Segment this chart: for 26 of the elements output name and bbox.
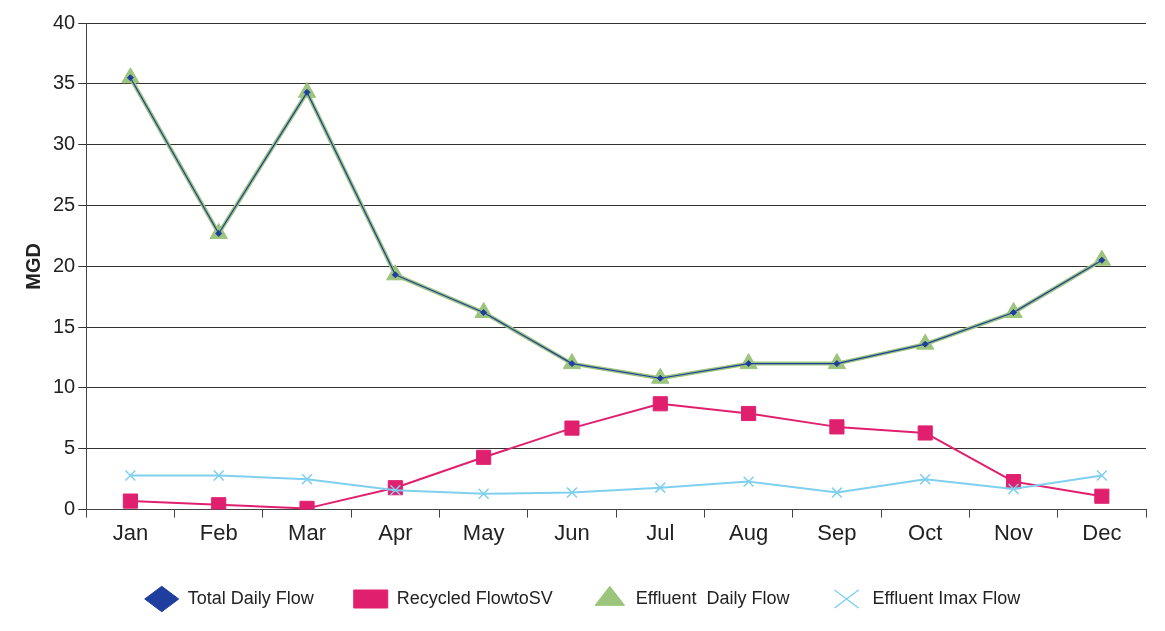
x-tick-label: Mar	[288, 519, 326, 545]
x-tick-label: Jun	[554, 519, 590, 545]
x-tick-label: May	[462, 519, 505, 545]
x-tick-label: Nov	[993, 519, 1034, 545]
legend-label: Recycled FlowtoSV	[396, 587, 553, 608]
y-tick-label: 25	[53, 192, 76, 215]
y-tick-label: 0	[64, 497, 76, 520]
legend-label: Effluent Daily Flow	[635, 587, 791, 608]
y-tick-label: 30	[53, 132, 76, 155]
y-tick-label: 40	[53, 10, 76, 33]
x-tick-label: Feb	[199, 519, 238, 545]
x-tick-label: Apr	[378, 519, 413, 545]
x-tick-label: Sep	[817, 519, 857, 545]
x-tick-label: Aug	[729, 519, 769, 545]
x-tick-label: Oct	[908, 519, 943, 545]
y-axis-title: MGD	[21, 242, 44, 290]
y-tick-label: 20	[53, 253, 76, 276]
y-tick-label: 5	[64, 436, 76, 459]
legend-label: Effluent Imax Flow	[872, 587, 1022, 608]
x-tick-label: Jan	[112, 519, 149, 545]
y-tick-label: 35	[53, 71, 76, 94]
x-tick-label: Jul	[646, 519, 675, 545]
y-tick-label: 15	[53, 314, 76, 337]
y-tick-label: 10	[53, 375, 76, 398]
legend-label: Total Daily Flow	[187, 587, 315, 608]
x-tick-label: Dec	[1082, 519, 1122, 545]
